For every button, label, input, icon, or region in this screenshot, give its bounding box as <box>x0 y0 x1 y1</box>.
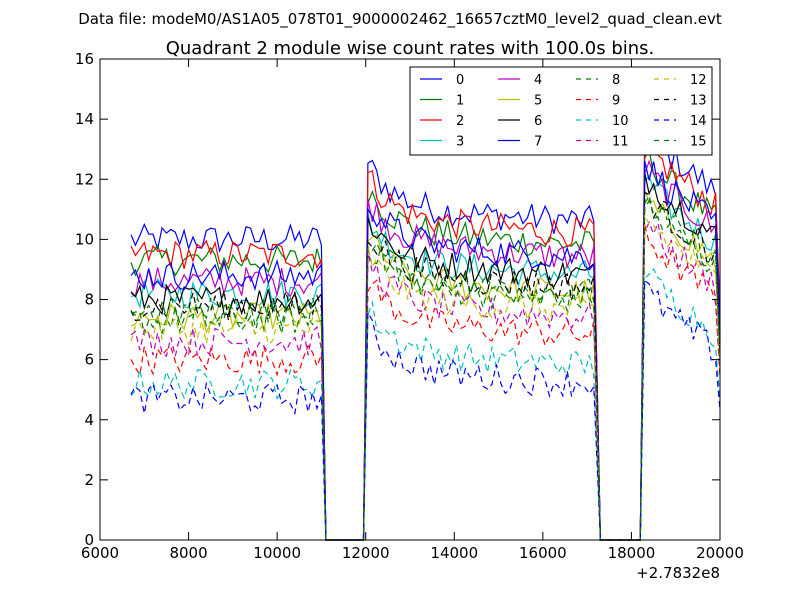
legend-box <box>409 66 713 156</box>
figure-suptitle: Data file: modeM0/AS1A05_078T01_90000024… <box>78 10 722 29</box>
y-tick-label: 14 <box>75 110 94 128</box>
series-1-line <box>130 148 721 541</box>
legend-label: 8 <box>612 73 620 88</box>
legend-label: 6 <box>534 114 542 129</box>
x-tick-label: 10000 <box>253 544 301 562</box>
y-tick-label: 12 <box>75 170 94 188</box>
series-8-line <box>130 199 721 541</box>
legend-label: 13 <box>690 94 707 109</box>
x-tick-label: 16000 <box>519 544 567 562</box>
series-15-line <box>130 194 721 541</box>
legend-label: 3 <box>456 135 464 150</box>
legend-label: 4 <box>534 73 542 88</box>
x-tick-label: 6000 <box>81 544 119 562</box>
y-tick-label: 2 <box>84 471 94 489</box>
legend-label: 12 <box>690 73 707 88</box>
x-tick-label: 12000 <box>342 544 390 562</box>
legend-label: 11 <box>612 135 629 150</box>
y-tick-label: 6 <box>84 351 94 369</box>
chart-title: Quadrant 2 module wise count rates with … <box>166 38 655 59</box>
x-tick-label: 14000 <box>430 544 478 562</box>
legend-label: 7 <box>534 135 542 150</box>
series-14-line <box>130 279 721 541</box>
x-tick-label: 20000 <box>696 544 744 562</box>
plot-lines <box>130 131 721 541</box>
x-axis-offset-label: +2.7832e8 <box>636 564 720 582</box>
series-5-line <box>130 189 721 541</box>
y-tick-label: 8 <box>84 291 94 309</box>
x-tick-label: 18000 <box>608 544 656 562</box>
y-tick-label: 10 <box>75 230 94 248</box>
legend-label: 14 <box>690 114 707 129</box>
x-axis-ticks: 6000 8000 10000 12000 14000 16000 18000 20000 <box>81 59 744 562</box>
legend-label: 1 <box>456 94 464 109</box>
legend-label: 9 <box>612 94 620 109</box>
y-tick-label: 4 <box>84 411 94 429</box>
series-10-line <box>130 267 721 541</box>
legend-label: 2 <box>456 114 464 129</box>
y-tick-label: 0 <box>84 531 94 549</box>
legend-label: 10 <box>612 114 629 129</box>
x-tick-label: 8000 <box>169 544 207 562</box>
series-0-line <box>130 131 721 541</box>
legend-label: 5 <box>534 94 542 109</box>
legend-label: 0 <box>456 73 464 88</box>
y-tick-label: 16 <box>75 50 94 68</box>
series-13-line <box>130 191 721 541</box>
legend-label: 15 <box>690 135 707 150</box>
